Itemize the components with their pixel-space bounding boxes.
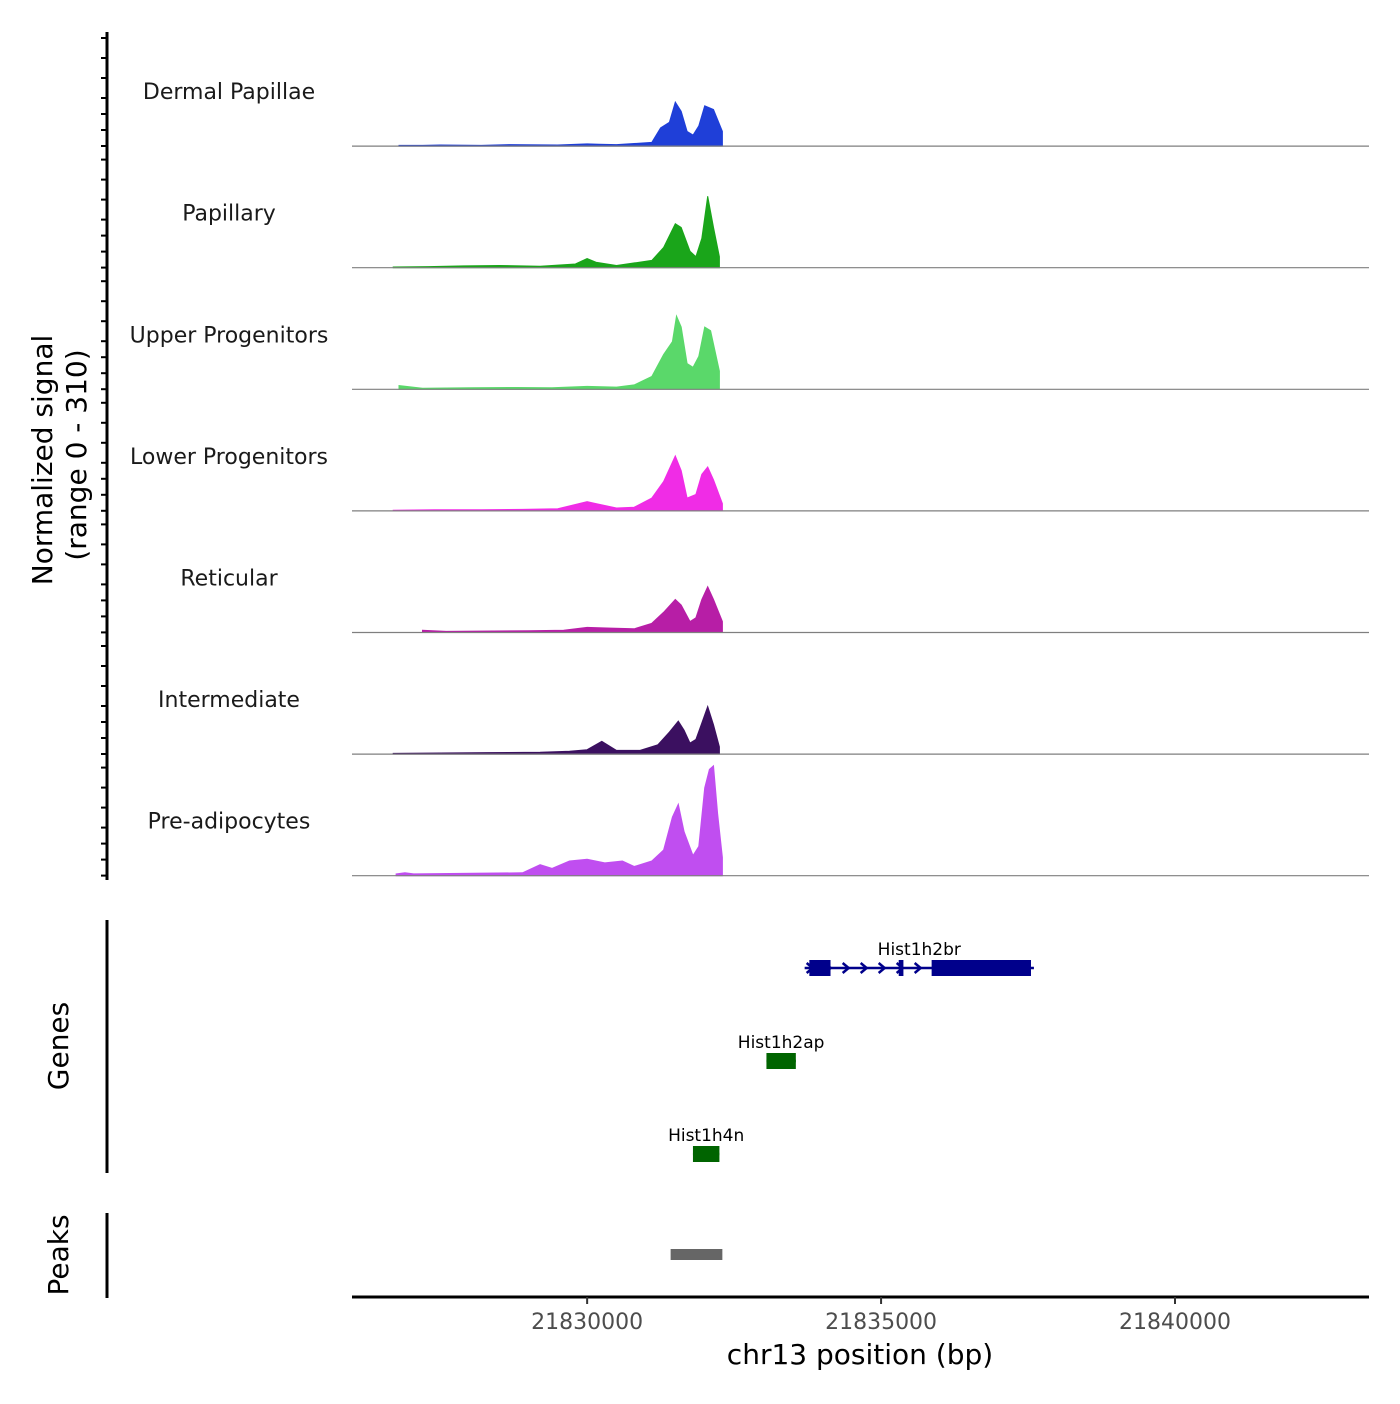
genes-title-group: Genes xyxy=(42,1002,75,1090)
coverage-area-intermediate xyxy=(392,704,720,755)
coverage-tracks: Dermal Papillae Papillary Upper Progenitor… xyxy=(130,80,1369,877)
y-axis-title-group: Normalized signal xyxy=(26,335,59,586)
track-label-lower-progenitors: Lower Progenitors xyxy=(130,445,328,470)
coverage-area-lower-progenitors xyxy=(392,454,723,512)
coverage-y-ticks xyxy=(101,37,107,877)
exon-hist1h2br-2 xyxy=(931,960,1031,976)
track-label-pre-adipocytes: Pre-adipocytes xyxy=(148,810,311,835)
y-axis-range: (range 0 - 310) xyxy=(60,349,93,560)
coverage-area-upper-progenitors xyxy=(398,314,720,390)
x-axis-ticks: 21830000 21835000 21840000 xyxy=(531,1297,1231,1335)
track-label-intermediate: Intermediate xyxy=(158,688,300,713)
track-lower-progenitors: Lower Progenitors xyxy=(130,445,1369,512)
exon-hist1h2br-1 xyxy=(898,960,904,976)
track-label-upper-progenitors: Upper Progenitors xyxy=(130,323,329,348)
gene-label-hist1h2ap: Hist1h2ap xyxy=(738,1033,825,1053)
x-axis-title: chr13 position (bp) xyxy=(727,1338,993,1371)
track-intermediate: Intermediate xyxy=(158,688,1369,755)
strand-arrow-hist1h2br xyxy=(841,962,851,974)
coverage-area-dermal-papillae xyxy=(398,100,723,147)
exon-hist1h2ap-0 xyxy=(766,1053,796,1069)
track-reticular: Reticular xyxy=(180,567,1369,634)
x-tick-label-0: 21830000 xyxy=(531,1310,643,1335)
peaks-axis-title: Peaks xyxy=(42,1214,75,1295)
strand-arrow-hist1h2br xyxy=(913,962,923,974)
exon-hist1h4n-0 xyxy=(692,1146,720,1162)
gene-hist1h2br: Hist1h2br xyxy=(804,940,1034,976)
gene-annotations: Hist1h2br Hist1h2ap Hist1h4n xyxy=(668,940,1034,1162)
gene-label-hist1h4n: Hist1h4n xyxy=(668,1126,744,1146)
strand-arrow-hist1h2br xyxy=(877,962,887,974)
track-upper-progenitors: Upper Progenitors xyxy=(130,314,1369,390)
coverage-area-pre-adipocytes xyxy=(395,764,723,877)
gene-label-hist1h2br: Hist1h2br xyxy=(878,940,961,960)
track-dermal-papillae: Dermal Papillae xyxy=(143,80,1369,147)
strand-arrow-hist1h2br xyxy=(859,962,869,974)
peak-0 xyxy=(670,1249,723,1260)
peaks-title-group: Peaks xyxy=(42,1214,75,1295)
track-label-reticular: Reticular xyxy=(180,567,278,592)
track-pre-adipocytes: Pre-adipocytes xyxy=(148,764,1369,877)
coverage-area-papillary xyxy=(392,196,720,269)
track-label-papillary: Papillary xyxy=(182,202,276,227)
x-tick-label-2: 21840000 xyxy=(1119,1310,1231,1335)
track-label-dermal-papillae: Dermal Papillae xyxy=(143,80,315,105)
y-axis-title: Normalized signal xyxy=(26,335,59,586)
genes-axis-title: Genes xyxy=(42,1002,75,1090)
x-tick-label-1: 21835000 xyxy=(825,1310,937,1335)
gene-hist1h2ap: Hist1h2ap xyxy=(738,1033,825,1069)
peak-regions xyxy=(670,1249,723,1260)
y-axis-range-group: (range 0 - 310) xyxy=(60,349,93,560)
coverage-area-reticular xyxy=(422,585,723,633)
track-papillary: Papillary xyxy=(182,196,1369,269)
exon-hist1h2br-0 xyxy=(809,960,831,976)
gene-hist1h4n: Hist1h4n xyxy=(668,1126,744,1162)
